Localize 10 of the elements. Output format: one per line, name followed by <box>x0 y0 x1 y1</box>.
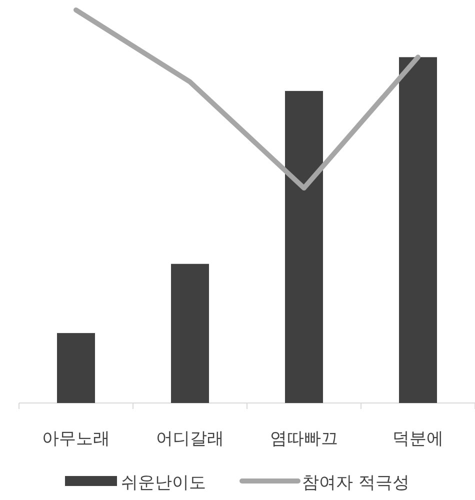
x-tick-label: 아무노래 <box>42 429 110 449</box>
legend-label: 참여자 적극성 <box>302 473 410 493</box>
x-tick-label: 덕분에 <box>392 429 444 449</box>
bar <box>171 264 209 403</box>
legend-label: 쉬운난이도 <box>121 473 206 493</box>
bar <box>399 57 437 403</box>
x-tick-label: 염따빠끄 <box>270 429 338 449</box>
bar <box>57 333 95 403</box>
x-tick-label: 어디갈래 <box>156 429 224 449</box>
bar <box>285 90 323 403</box>
